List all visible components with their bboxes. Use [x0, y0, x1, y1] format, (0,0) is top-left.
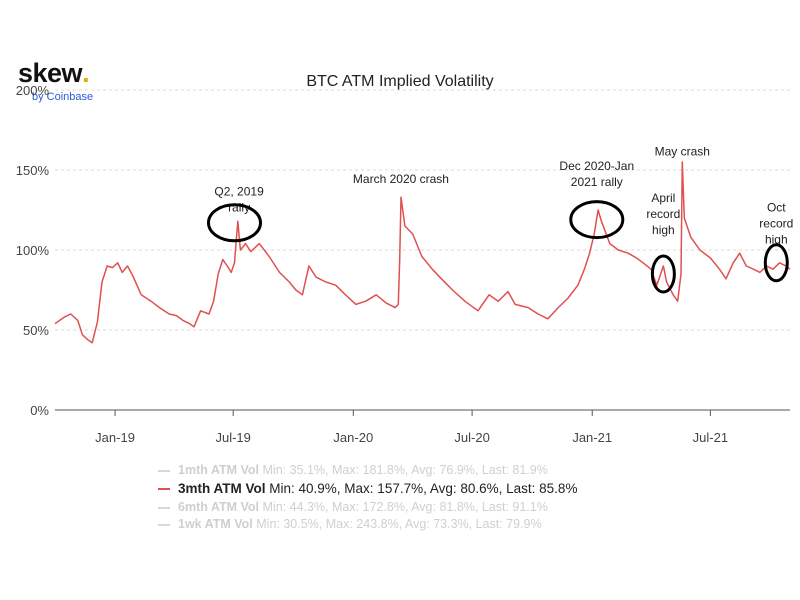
y-tick-label: 0%: [30, 403, 49, 418]
x-tick-label: Jul-20: [454, 430, 489, 445]
legend: 1mth ATM Vol Min: 35.1%, Max: 181.8%, Av…: [158, 462, 577, 533]
y-tick-label: 50%: [23, 323, 49, 338]
legend-stats: Min: 35.1%, Max: 181.8%, Avg: 76.9%, Las…: [262, 463, 548, 477]
legend-item-1wk[interactable]: 1wk ATM Vol Min: 30.5%, Max: 243.8%, Avg…: [158, 516, 577, 533]
chart-title: BTC ATM Implied Volatility: [306, 73, 493, 90]
annotation-label: high: [652, 223, 675, 237]
annotation-label: 2021 rally: [571, 175, 623, 189]
y-tick-label: 150%: [16, 163, 50, 178]
annotation-label: Q2, 2019: [214, 185, 264, 199]
legend-series-name: 3mth ATM Vol: [178, 481, 266, 496]
highlight-circle: [207, 203, 263, 243]
gridlines: [55, 89, 790, 411]
annotation-label: record: [646, 207, 680, 221]
legend-swatch: [158, 506, 170, 509]
y-tick-label: 100%: [16, 243, 50, 258]
annotation-label: record: [759, 217, 793, 231]
series-line-3mth: [54, 161, 791, 344]
annotation-label: March 2020 crash: [353, 172, 449, 186]
legend-item-6mth[interactable]: 6mth ATM Vol Min: 44.3%, Max: 172.8%, Av…: [158, 499, 577, 516]
legend-item-3mth[interactable]: 3mth ATM Vol Min: 40.9%, Max: 157.7%, Av…: [158, 479, 577, 499]
annotation-label: Oct: [767, 201, 786, 215]
y-axis: 0% 50% 100% 150% 200%: [16, 83, 50, 418]
x-axis: Jan-19 Jul-19 Jan-20 Jul-20 Jan-21 Jul-21: [95, 410, 728, 445]
highlight-circle: [650, 254, 676, 294]
logo-subtitle: by Coinbase: [32, 91, 94, 103]
annotation-label: April: [651, 191, 675, 205]
legend-item-1mth[interactable]: 1mth ATM Vol Min: 35.1%, Max: 181.8%, Av…: [158, 462, 577, 479]
annotation-label: May crash: [655, 145, 710, 159]
highlight-circle: [569, 200, 625, 240]
y-tick-label: 200%: [16, 83, 50, 98]
series-group: [54, 161, 791, 344]
skew-logo: skew. by Coinbase: [18, 58, 93, 103]
logo-wordmark: skew: [18, 58, 83, 88]
logo-dot: .: [82, 58, 90, 88]
x-tick-label: Jan-19: [95, 430, 135, 445]
legend-stats: Min: 44.3%, Max: 172.8%, Avg: 81.8%, Las…: [262, 500, 548, 514]
legend-swatch: [158, 523, 170, 526]
legend-series-name: 1wk ATM Vol: [178, 517, 253, 531]
x-tick-label: Jul-21: [693, 430, 728, 445]
legend-stats: Min: 30.5%, Max: 243.8%, Avg: 73.3%, Las…: [256, 517, 542, 531]
annotation-label: Dec 2020-Jan: [559, 159, 634, 173]
legend-series-name: 6mth ATM Vol: [178, 500, 260, 514]
legend-series-name: 1mth ATM Vol: [178, 463, 260, 477]
legend-swatch: [158, 469, 170, 472]
legend-stats: Min: 40.9%, Max: 157.7%, Avg: 80.6%, Las…: [269, 481, 578, 496]
x-tick-label: Jan-20: [333, 430, 373, 445]
legend-swatch: [158, 488, 170, 491]
x-tick-label: Jul-19: [215, 430, 250, 445]
x-tick-label: Jan-21: [572, 430, 612, 445]
annotation-label: high: [765, 233, 788, 247]
highlight-circle: [763, 243, 789, 283]
